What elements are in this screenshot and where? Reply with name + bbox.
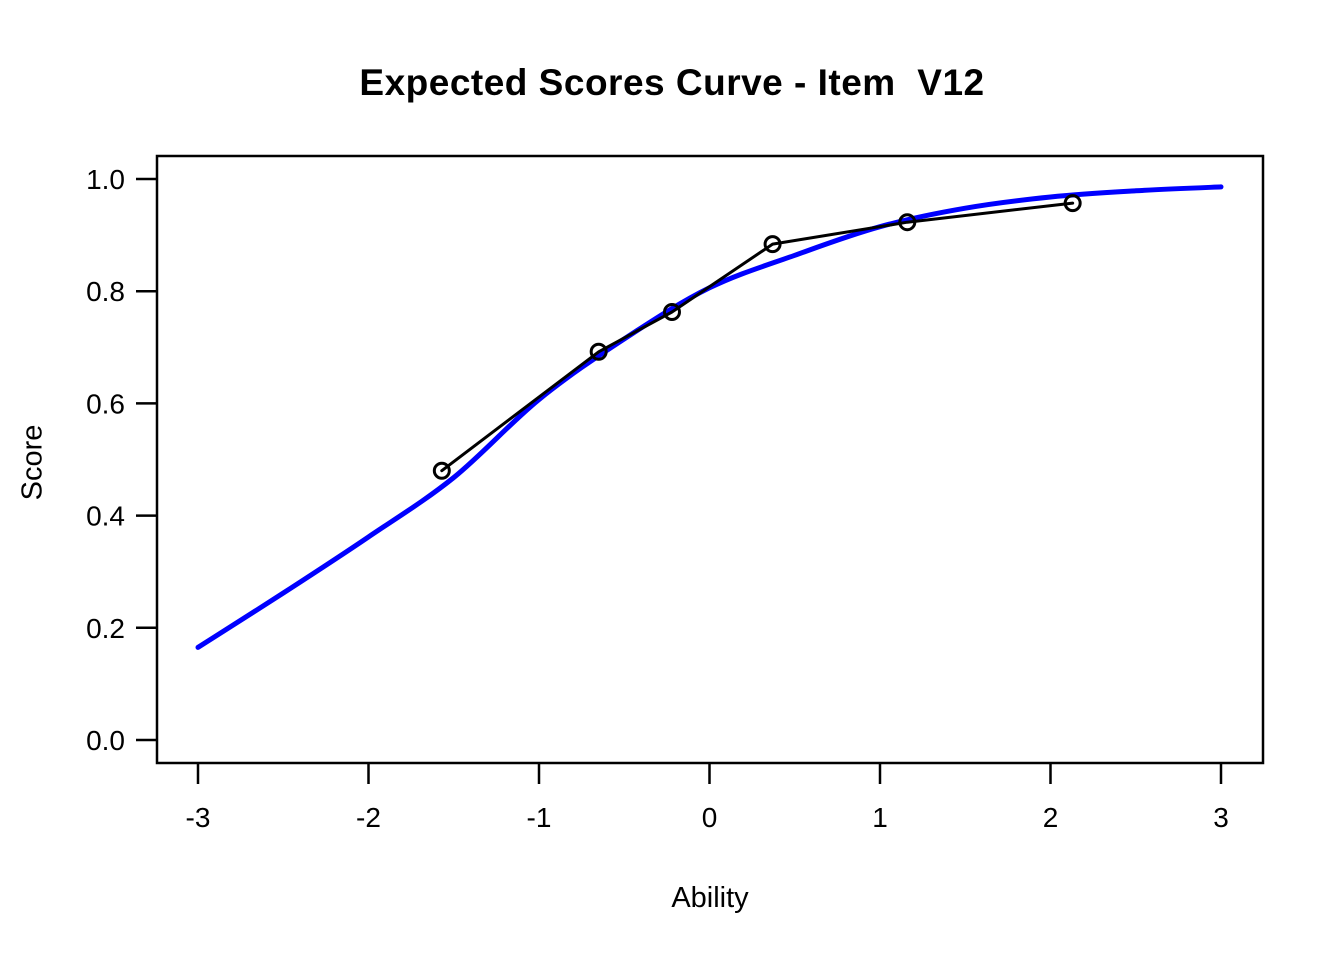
x-tick-label: -3 <box>186 802 211 833</box>
series-layer <box>195 184 1224 650</box>
model-expected-score-curve <box>195 184 1224 650</box>
data-point-marker <box>589 342 608 361</box>
plot-frame <box>155 154 1265 765</box>
chart-title: Expected Scores Curve - Item V12 <box>359 62 985 103</box>
y-tick-label: 0.0 <box>86 725 125 756</box>
data-point-marker <box>763 235 782 254</box>
x-tick-label: 2 <box>1043 802 1059 833</box>
empirical-points-line <box>440 201 1075 473</box>
x-tick-label: -2 <box>356 802 381 833</box>
y-tick-label: 0.8 <box>86 276 125 307</box>
x-axis-label: Ability <box>671 882 749 914</box>
axis-layer: -3 -2 -1 0 1 2 3 0.0 0.2 0.4 0.6 0.8 1.0 <box>86 154 1265 833</box>
data-point-marker <box>1063 194 1082 213</box>
x-tick-label: 1 <box>872 802 888 833</box>
y-tick-label: 1.0 <box>86 164 125 195</box>
data-point-marker <box>432 461 451 480</box>
x-tick-label: 3 <box>1213 802 1229 833</box>
data-point-marker <box>898 213 917 232</box>
x-tick-label: 0 <box>702 802 718 833</box>
x-tick-label: -1 <box>527 802 552 833</box>
y-tick-label: 0.4 <box>86 501 125 532</box>
y-tick-label: 0.6 <box>86 388 125 419</box>
data-point-marker <box>662 302 681 321</box>
y-tick-label: 0.2 <box>86 613 125 644</box>
